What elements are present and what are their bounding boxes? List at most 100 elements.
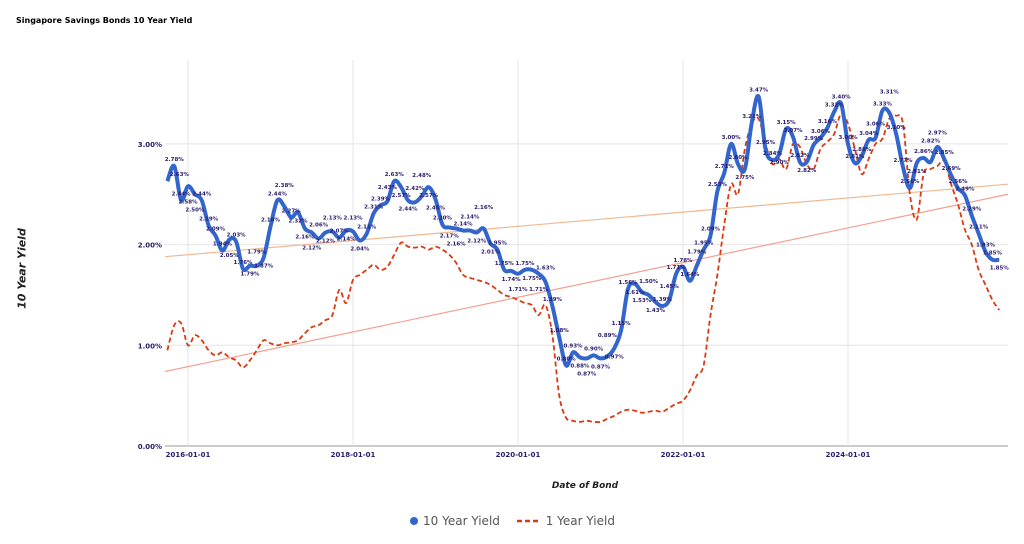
data-label: 3.21% [742,114,762,120]
data-label: 1.43% [646,308,666,314]
data-label: 1.75% [515,261,535,267]
data-label: 2.82% [790,153,810,159]
data-label: 2.01% [481,250,501,256]
data-label: 0.88% [570,363,590,369]
data-label: 1.39% [653,297,673,303]
y-tick-label: 0.00% [138,443,162,451]
data-label: 2.44% [192,191,212,197]
legend-label: 1 Year Yield [545,514,615,528]
data-label: 1.74% [502,277,522,283]
legend-item-10y[interactable]: 10 Year Yield [409,514,500,528]
data-label: 1.53% [632,298,652,304]
data-label: 0.89% [598,333,618,339]
data-label: 1.93% [976,243,996,249]
x-tick-label: 2022-01-01 [661,451,706,459]
data-label: 1.64% [680,272,700,278]
data-label: 2.13% [343,215,363,221]
data-label: 0.87% [577,372,597,378]
data-label: 2.16% [447,242,467,248]
data-label: 3.33% [873,102,893,108]
data-label: 2.44% [268,191,288,197]
data-label: 2.12% [316,239,336,245]
data-label: 2.81% [845,154,865,160]
data-label: 2.53% [708,182,728,188]
data-label: 2.49% [955,186,975,192]
data-label: 3.31% [880,89,900,95]
data-label: 1.78% [673,258,693,264]
data-label: 2.90% [770,160,790,166]
data-label: 2.09% [701,227,721,233]
data-label: 3.00% [838,135,858,141]
data-label: 1.56% [618,280,638,286]
data-label: 1.76% [233,260,253,266]
data-label: 2.05% [220,253,240,259]
legend-item-1y[interactable]: 1 Year Yield [516,514,615,528]
data-label: 2.14% [337,237,357,243]
data-label: 3.00% [722,135,742,141]
data-label: 2.14% [453,222,473,228]
data-label: 1.50% [639,279,659,285]
data-label: 2.06% [309,222,329,228]
x-tick-label: 2016-01-01 [166,451,211,459]
data-label: 2.95% [756,140,776,146]
data-label: 2.07% [330,229,350,235]
data-label: 2.63% [385,172,405,178]
legend-label: 10 Year Yield [423,514,500,528]
data-label: 2.50% [185,207,205,213]
x-tick-label: 2024-01-01 [826,451,871,459]
data-label: 2.44% [172,191,192,197]
x-tick-label: 2020-01-01 [496,451,541,459]
data-label: 2.81% [907,169,927,175]
data-label: 3.04% [859,131,879,137]
data-label: 1.79% [240,272,260,278]
series-line-10-year-yield [165,93,1000,368]
legend-dash-icon [516,519,541,523]
data-label: 2.82% [921,139,941,145]
data-label: 2.85% [935,150,955,156]
y-tick-label: 2.00% [138,242,162,250]
data-label: 1.95% [694,241,714,247]
data-label: 2.56% [900,179,920,185]
legend-dot-icon [410,517,419,525]
data-label: 2.75% [735,175,755,181]
series-line-1-year-yield [166,112,1000,423]
data-label: 2.71% [715,164,735,170]
data-label: 2.42% [405,186,425,192]
data-label: 1.75% [495,261,515,267]
data-label: 1.71% [529,287,549,293]
data-label: 2.78% [165,157,185,163]
data-label: 2.82% [797,168,817,174]
data-label: 2.63% [170,172,190,178]
data-label: 2.19% [199,216,219,222]
data-label: 2.16% [474,205,494,211]
data-label: 3.07% [783,128,803,134]
data-label: 0.87% [591,364,611,370]
data-label: 1.71% [667,265,687,271]
data-label: 3.06% [866,122,886,128]
data-label: 3.16% [818,119,838,125]
legend: 10 Year Yield 1 Year Yield [0,514,1024,529]
data-label: 1.08% [550,328,570,334]
data-label: 1.63% [536,266,556,272]
data-label: 3.15% [777,120,797,126]
y-tick-label: 1.00% [138,342,162,350]
data-label: 2.12% [467,239,487,245]
data-label: 3.10% [887,125,907,131]
data-label: 2.45% [426,205,446,211]
data-label: 2.80% [728,155,748,161]
data-label: 2.69% [942,166,962,172]
data-label: 1.39% [543,297,563,303]
data-label: 2.17% [440,233,460,239]
data-label: 2.14% [460,214,480,220]
data-label: 2.11% [969,225,989,231]
data-label: 2.57% [392,193,412,199]
data-label: 2.57% [419,193,439,199]
data-label: 1.94% [213,242,233,248]
data-label: 2.44% [398,206,418,212]
data-label: 1.61% [625,290,645,296]
data-label: 2.18% [261,217,281,223]
data-label: 3.32% [825,103,845,109]
data-label: 2.29% [962,206,982,212]
data-label: 0.97% [605,354,625,360]
